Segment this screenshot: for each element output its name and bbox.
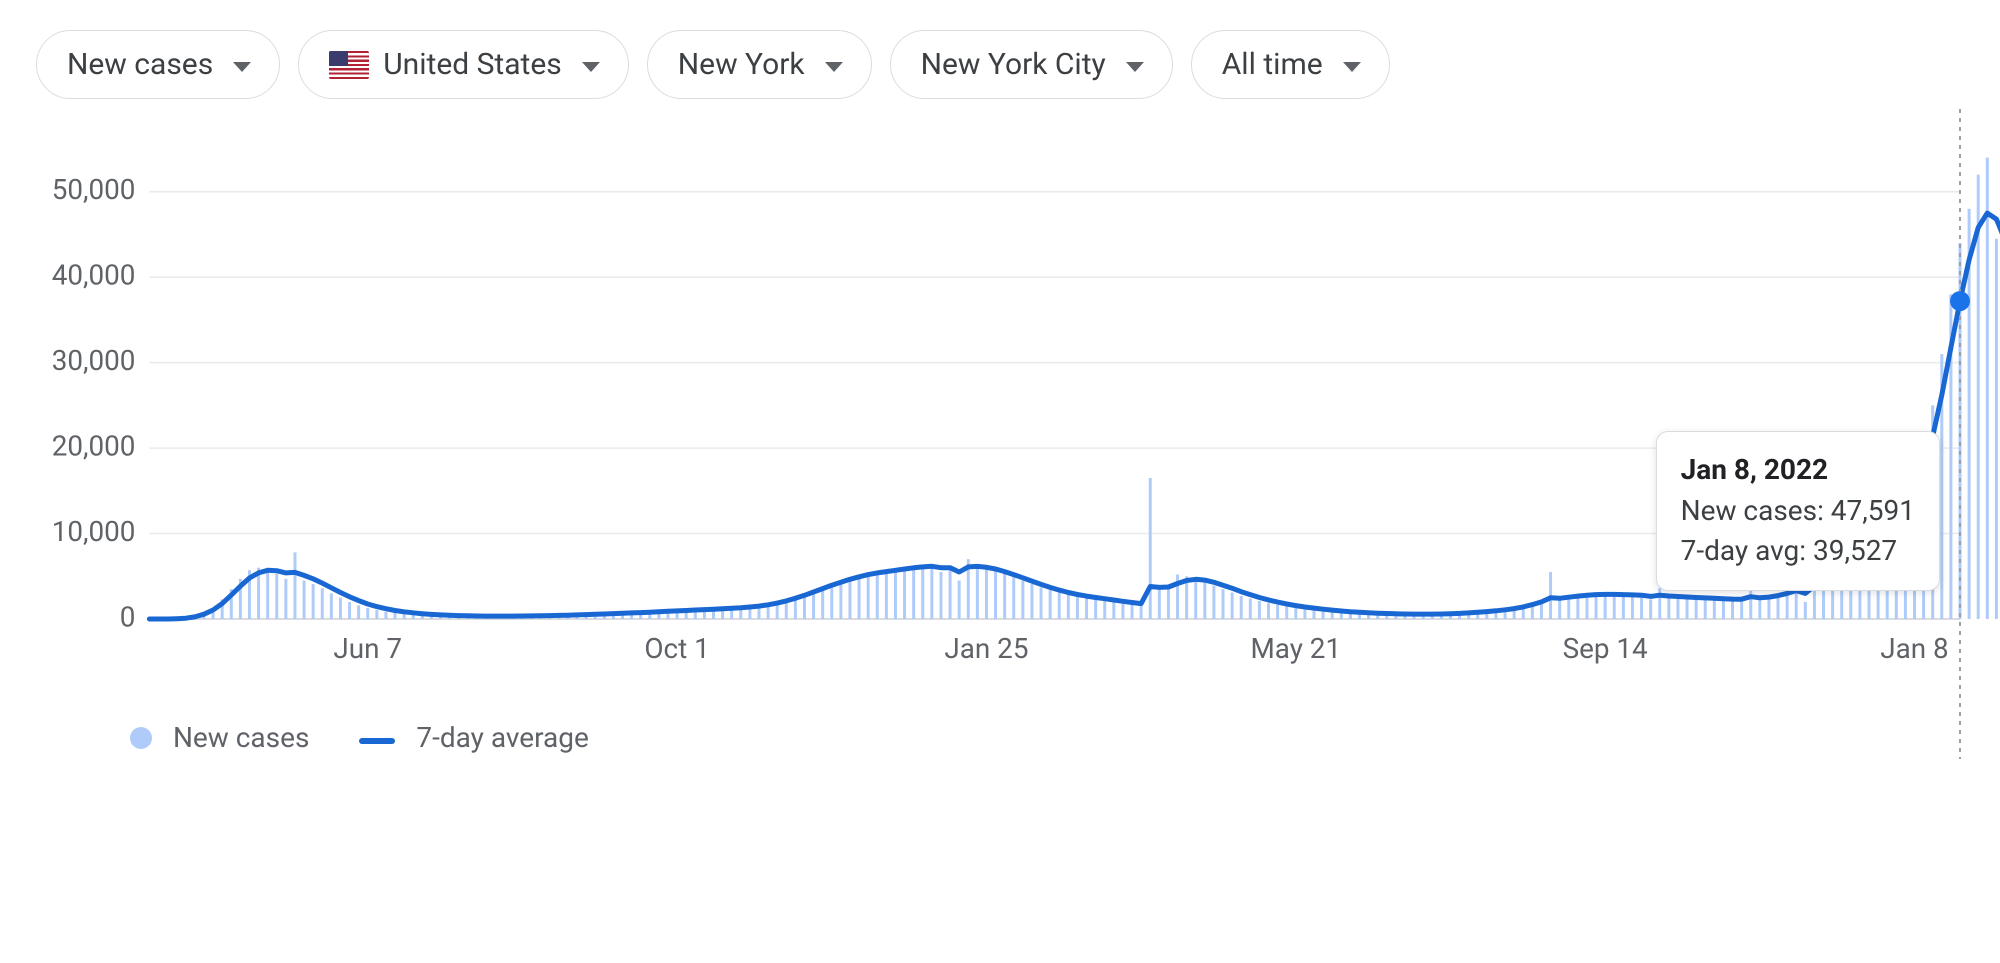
filter-locality[interactable]: New York City	[890, 30, 1173, 99]
chevron-down-icon	[825, 62, 843, 72]
svg-text:Oct 1: Oct 1	[644, 632, 709, 665]
legend-bar-label: New cases	[173, 721, 309, 754]
filter-country-label: United States	[383, 47, 562, 82]
cases-chart: 0 10,000 20,000 30,000 40,000 50,000 Jun 7 Oct …	[30, 139, 1960, 699]
legend-bars: New cases	[130, 721, 309, 754]
legend-bar-swatch	[130, 727, 152, 749]
chart-area[interactable]: 0 10,000 20,000 30,000 40,000 50,000 Jun 7 Oct …	[30, 139, 1960, 699]
svg-text:Sep 14: Sep 14	[1563, 632, 1648, 665]
svg-text:Jun 7: Jun 7	[333, 632, 402, 665]
tooltip-avg: 7-day avg: 39,527	[1681, 531, 1915, 572]
legend-line-swatch	[359, 738, 395, 744]
svg-text:Jan 8: Jan 8	[1880, 632, 1948, 665]
tooltip-date: Jan 8, 2022	[1681, 450, 1915, 491]
filter-bar: New cases United States New York New Yor…	[36, 30, 1970, 99]
filter-range[interactable]: All time	[1191, 30, 1390, 99]
chevron-down-icon	[1343, 62, 1361, 72]
us-flag-icon	[329, 51, 369, 79]
svg-text:0: 0	[120, 600, 136, 633]
filter-metric[interactable]: New cases	[36, 30, 280, 99]
svg-text:10,000: 10,000	[52, 515, 136, 548]
filter-region[interactable]: New York	[647, 30, 872, 99]
filter-metric-label: New cases	[67, 47, 213, 82]
chart-legend: New cases 7-day average	[130, 721, 1970, 754]
svg-text:20,000: 20,000	[52, 429, 136, 462]
chart-tooltip: Jan 8, 2022 New cases: 47,591 7-day avg:…	[1656, 431, 1940, 591]
legend-line-label: 7-day average	[416, 721, 588, 754]
filter-range-label: All time	[1222, 47, 1323, 82]
svg-text:May 21: May 21	[1250, 632, 1341, 665]
tooltip-cases: New cases: 47,591	[1681, 491, 1915, 532]
chevron-down-icon	[1126, 62, 1144, 72]
svg-text:30,000: 30,000	[52, 344, 136, 377]
filter-locality-label: New York City	[921, 47, 1106, 82]
filter-region-label: New York	[678, 47, 805, 82]
svg-text:50,000: 50,000	[52, 173, 136, 206]
legend-line: 7-day average	[359, 721, 588, 754]
chevron-down-icon	[582, 62, 600, 72]
chevron-down-icon	[233, 62, 251, 72]
svg-text:Jan 25: Jan 25	[944, 632, 1028, 665]
svg-text:40,000: 40,000	[52, 259, 136, 292]
filter-country[interactable]: United States	[298, 30, 629, 99]
